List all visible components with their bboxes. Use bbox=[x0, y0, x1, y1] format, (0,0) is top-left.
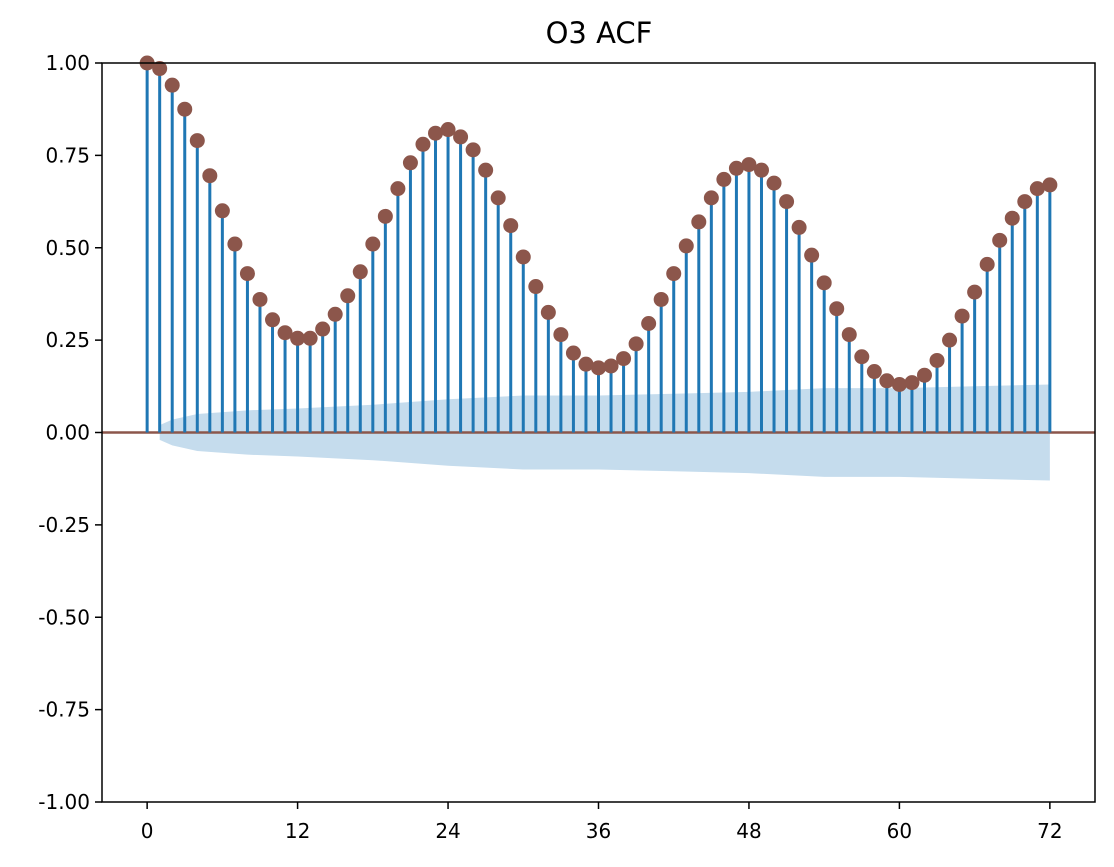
y-tick-label: -1.00 bbox=[38, 790, 90, 814]
acf-marker bbox=[666, 266, 682, 282]
acf-marker bbox=[490, 190, 506, 206]
acf-marker bbox=[465, 142, 481, 158]
acf-marker bbox=[252, 291, 268, 307]
y-tick-label: -0.50 bbox=[38, 605, 90, 629]
x-tick-label: 0 bbox=[141, 819, 154, 843]
chart-title: O3 ACF bbox=[546, 16, 653, 50]
acf-marker bbox=[177, 101, 193, 117]
x-tick-label: 36 bbox=[586, 819, 611, 843]
acf-marker bbox=[653, 291, 669, 307]
acf-marker bbox=[628, 336, 644, 352]
stem-layer bbox=[145, 63, 1052, 433]
acf-marker bbox=[565, 345, 581, 361]
y-tick-label: 1.00 bbox=[45, 51, 90, 75]
acf-marker bbox=[616, 351, 632, 367]
acf-marker bbox=[728, 160, 744, 176]
acf-marker bbox=[440, 122, 456, 138]
acf-marker bbox=[879, 373, 895, 389]
acf-marker bbox=[265, 312, 281, 328]
acf-marker bbox=[390, 181, 406, 197]
acf-marker bbox=[528, 279, 544, 295]
acf-marker bbox=[277, 325, 293, 341]
acf-marker bbox=[691, 214, 707, 230]
acf-marker bbox=[979, 256, 995, 272]
acf-marker bbox=[352, 264, 368, 280]
acf-marker bbox=[478, 162, 494, 178]
y-axis-ticks: 1.00 0.75 0.50 0.25 0.00 -0.25 -0.50 -0.75 -1.00 bbox=[38, 51, 102, 814]
x-tick-label: 60 bbox=[887, 819, 912, 843]
acf-marker bbox=[415, 136, 431, 152]
acf-marker bbox=[791, 219, 807, 235]
acf-marker bbox=[716, 171, 732, 187]
acf-marker bbox=[327, 306, 343, 322]
acf-marker bbox=[942, 332, 958, 348]
acf-marker bbox=[804, 247, 820, 263]
y-tick-label: 0.00 bbox=[45, 421, 90, 445]
acf-marker bbox=[1004, 210, 1020, 226]
acf-marker bbox=[239, 266, 255, 282]
acf-marker bbox=[503, 218, 519, 234]
y-tick-label: 0.75 bbox=[45, 143, 90, 167]
acf-marker bbox=[891, 376, 907, 392]
acf-marker bbox=[315, 321, 331, 337]
acf-marker bbox=[866, 364, 882, 380]
acf-marker bbox=[402, 155, 418, 171]
acf-marker bbox=[916, 367, 932, 383]
acf-marker bbox=[779, 194, 795, 210]
acf-marker bbox=[904, 375, 920, 391]
acf-marker bbox=[854, 349, 870, 365]
y-tick-label: 0.25 bbox=[45, 328, 90, 352]
acf-marker bbox=[453, 129, 469, 145]
x-axis-ticks: 0 12 24 36 48 60 72 bbox=[141, 802, 1063, 843]
acf-marker bbox=[766, 175, 782, 191]
acf-marker bbox=[214, 203, 230, 219]
acf-marker bbox=[377, 208, 393, 224]
acf-marker bbox=[703, 190, 719, 206]
acf-marker bbox=[302, 330, 318, 346]
acf-marker bbox=[816, 275, 832, 291]
acf-marker bbox=[1017, 194, 1033, 210]
y-tick-label: -0.75 bbox=[38, 698, 90, 722]
acf-marker bbox=[954, 308, 970, 324]
acf-marker bbox=[967, 284, 983, 300]
acf-marker bbox=[227, 236, 243, 252]
acf-marker bbox=[929, 352, 945, 368]
acf-marker bbox=[741, 157, 757, 173]
acf-marker bbox=[1042, 177, 1058, 193]
y-tick-label: 0.50 bbox=[45, 236, 90, 260]
x-tick-label: 12 bbox=[285, 819, 310, 843]
acf-marker bbox=[164, 77, 180, 93]
acf-marker bbox=[992, 232, 1008, 248]
acf-marker bbox=[841, 327, 857, 343]
acf-marker bbox=[340, 288, 356, 304]
acf-marker bbox=[578, 356, 594, 372]
y-tick-label: -0.25 bbox=[38, 513, 90, 537]
acf-marker bbox=[641, 315, 657, 331]
acf-marker bbox=[603, 358, 619, 374]
x-tick-label: 48 bbox=[736, 819, 761, 843]
x-tick-label: 72 bbox=[1037, 819, 1062, 843]
acf-marker bbox=[540, 304, 556, 320]
acf-marker bbox=[678, 238, 694, 254]
acf-marker bbox=[290, 330, 306, 346]
acf-marker bbox=[202, 168, 218, 184]
acf-marker bbox=[829, 301, 845, 317]
acf-marker bbox=[591, 360, 606, 376]
acf-marker bbox=[515, 249, 531, 265]
acf-marker bbox=[753, 162, 769, 178]
acf-marker bbox=[189, 133, 205, 149]
marker-layer bbox=[139, 55, 1058, 392]
x-tick-label: 24 bbox=[435, 819, 460, 843]
acf-marker bbox=[365, 236, 381, 252]
acf-marker bbox=[1029, 181, 1045, 197]
acf-marker bbox=[553, 327, 569, 343]
acf-marker bbox=[152, 61, 168, 77]
acf-marker bbox=[428, 125, 444, 141]
